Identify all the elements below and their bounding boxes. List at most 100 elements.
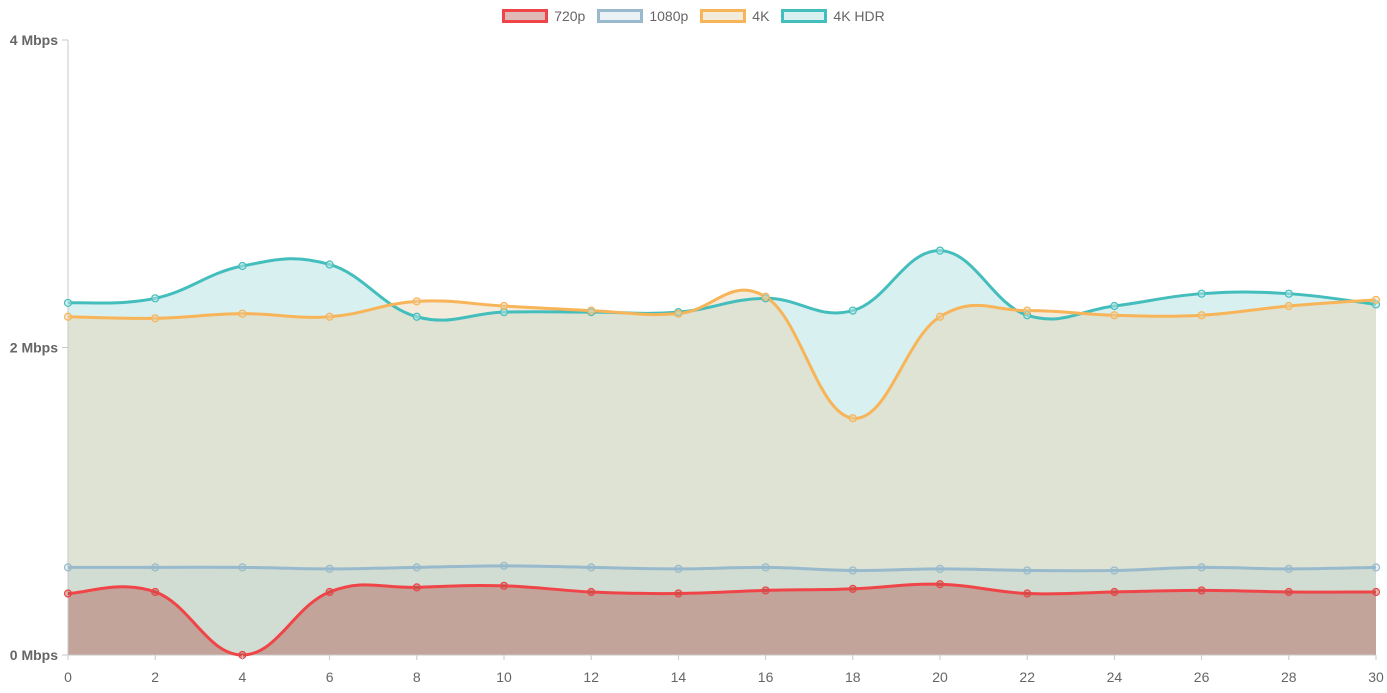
legend-label: 4K HDR bbox=[833, 8, 885, 24]
legend-label: 1080p bbox=[649, 8, 689, 24]
point-4k-hdr bbox=[1110, 301, 1119, 311]
point-4k bbox=[325, 312, 334, 321]
x-tick-label: 14 bbox=[671, 669, 687, 685]
point-1080p bbox=[1284, 564, 1293, 574]
point-4k bbox=[63, 312, 73, 321]
point-1080p bbox=[1110, 566, 1119, 575]
point-4k-hdr bbox=[935, 246, 945, 255]
point-4k bbox=[1371, 295, 1381, 304]
point-4k-hdr bbox=[1197, 289, 1206, 298]
point-4k bbox=[412, 297, 421, 306]
point-1080p bbox=[674, 564, 683, 574]
point-1080p bbox=[587, 563, 596, 572]
x-tick-label: 0 bbox=[64, 669, 72, 685]
point-720p bbox=[151, 587, 160, 597]
area-720p bbox=[68, 584, 1376, 655]
x-tick-label: 22 bbox=[1019, 669, 1035, 685]
x-tick-label: 12 bbox=[583, 669, 599, 685]
line-4k-hdr bbox=[67, 249, 1377, 322]
chart-legend: 720p 1080p 4K 4K HDR bbox=[0, 8, 1387, 24]
point-720p bbox=[325, 587, 334, 597]
x-tick-label: 6 bbox=[326, 669, 334, 685]
point-4k bbox=[935, 312, 945, 321]
point-4k-hdr bbox=[63, 298, 73, 308]
x-tick-label: 28 bbox=[1281, 669, 1297, 685]
point-720p bbox=[63, 589, 73, 598]
point-1080p bbox=[63, 563, 73, 572]
point-4k bbox=[587, 306, 596, 315]
legend-item-4k-hdr[interactable]: 4K HDR bbox=[781, 8, 885, 24]
point-720p bbox=[1023, 589, 1032, 598]
area-4k-hdr bbox=[68, 250, 1376, 655]
legend-label: 720p bbox=[554, 8, 586, 24]
point-4k bbox=[674, 309, 683, 318]
point-720p bbox=[1284, 587, 1293, 597]
legend-label: 4K bbox=[752, 8, 770, 24]
legend-item-1080p[interactable]: 1080p bbox=[597, 8, 688, 24]
legend-swatch bbox=[502, 9, 549, 23]
x-tick-label: 30 bbox=[1368, 669, 1384, 685]
point-1080p bbox=[761, 563, 770, 572]
x-axis-ticks: 0 2 4 6 8 10 12 14 16 18 20 22 24 26 28 30 bbox=[64, 655, 1384, 685]
x-tick-label: 10 bbox=[496, 669, 512, 685]
point-4k bbox=[151, 314, 160, 323]
point-720p bbox=[587, 587, 596, 597]
legend-swatch bbox=[781, 9, 828, 23]
y-tick-label: 0 Mbps bbox=[10, 647, 58, 663]
y-tick-label: 2 Mbps bbox=[10, 340, 58, 356]
line-720p bbox=[67, 582, 1377, 657]
point-720p bbox=[499, 581, 509, 590]
area-4k bbox=[68, 290, 1376, 655]
point-1080p bbox=[325, 564, 334, 574]
point-1080p bbox=[412, 563, 421, 572]
x-tick-label: 20 bbox=[932, 669, 948, 685]
point-4k bbox=[761, 292, 770, 301]
x-tick-label: 24 bbox=[1107, 669, 1123, 685]
point-4k bbox=[1023, 306, 1032, 315]
point-720p bbox=[1110, 587, 1119, 597]
point-720p bbox=[674, 589, 683, 598]
point-1080p bbox=[499, 561, 509, 570]
legend-item-4k[interactable]: 4K bbox=[700, 8, 769, 24]
legend-item-720p[interactable]: 720p bbox=[502, 8, 585, 24]
series-areas bbox=[68, 250, 1376, 655]
point-1080p bbox=[238, 563, 247, 572]
point-720p bbox=[761, 586, 770, 595]
x-tick-label: 2 bbox=[151, 669, 159, 685]
point-4k-hdr bbox=[238, 261, 247, 271]
point-4k-hdr bbox=[1284, 289, 1293, 298]
point-1080p bbox=[1023, 566, 1032, 575]
point-720p bbox=[1371, 587, 1381, 597]
point-4k bbox=[1110, 311, 1119, 320]
point-720p bbox=[1197, 586, 1206, 595]
point-720p bbox=[848, 584, 857, 593]
point-4k-hdr bbox=[412, 312, 421, 321]
x-tick-label: 8 bbox=[413, 669, 421, 685]
point-1080p bbox=[935, 564, 945, 574]
point-1080p bbox=[848, 566, 857, 575]
point-1080p bbox=[1197, 563, 1206, 572]
point-4k-hdr bbox=[325, 260, 334, 269]
point-720p bbox=[412, 583, 421, 592]
point-4k-hdr bbox=[499, 308, 509, 317]
legend-swatch bbox=[597, 9, 644, 23]
y-axis-ticks: 0 Mbps 2 Mbps 4 Mbps bbox=[10, 32, 68, 663]
point-4k bbox=[848, 414, 857, 423]
point-4k bbox=[499, 301, 509, 311]
line-1080p bbox=[68, 564, 1377, 573]
y-tick-label: 4 Mbps bbox=[10, 32, 58, 48]
point-4k-hdr bbox=[848, 306, 857, 315]
legend-swatch bbox=[700, 9, 747, 23]
x-tick-label: 4 bbox=[239, 669, 247, 685]
point-4k bbox=[238, 309, 247, 318]
x-tick-label: 26 bbox=[1194, 669, 1210, 685]
point-1080p bbox=[1371, 563, 1381, 572]
point-4k bbox=[1284, 301, 1293, 311]
line-4k bbox=[67, 288, 1377, 420]
data-points bbox=[63, 246, 1381, 660]
point-4k-hdr bbox=[151, 294, 160, 303]
series-lines bbox=[67, 249, 1377, 657]
x-tick-label: 16 bbox=[758, 669, 774, 685]
x-tick-label: 18 bbox=[845, 669, 861, 685]
